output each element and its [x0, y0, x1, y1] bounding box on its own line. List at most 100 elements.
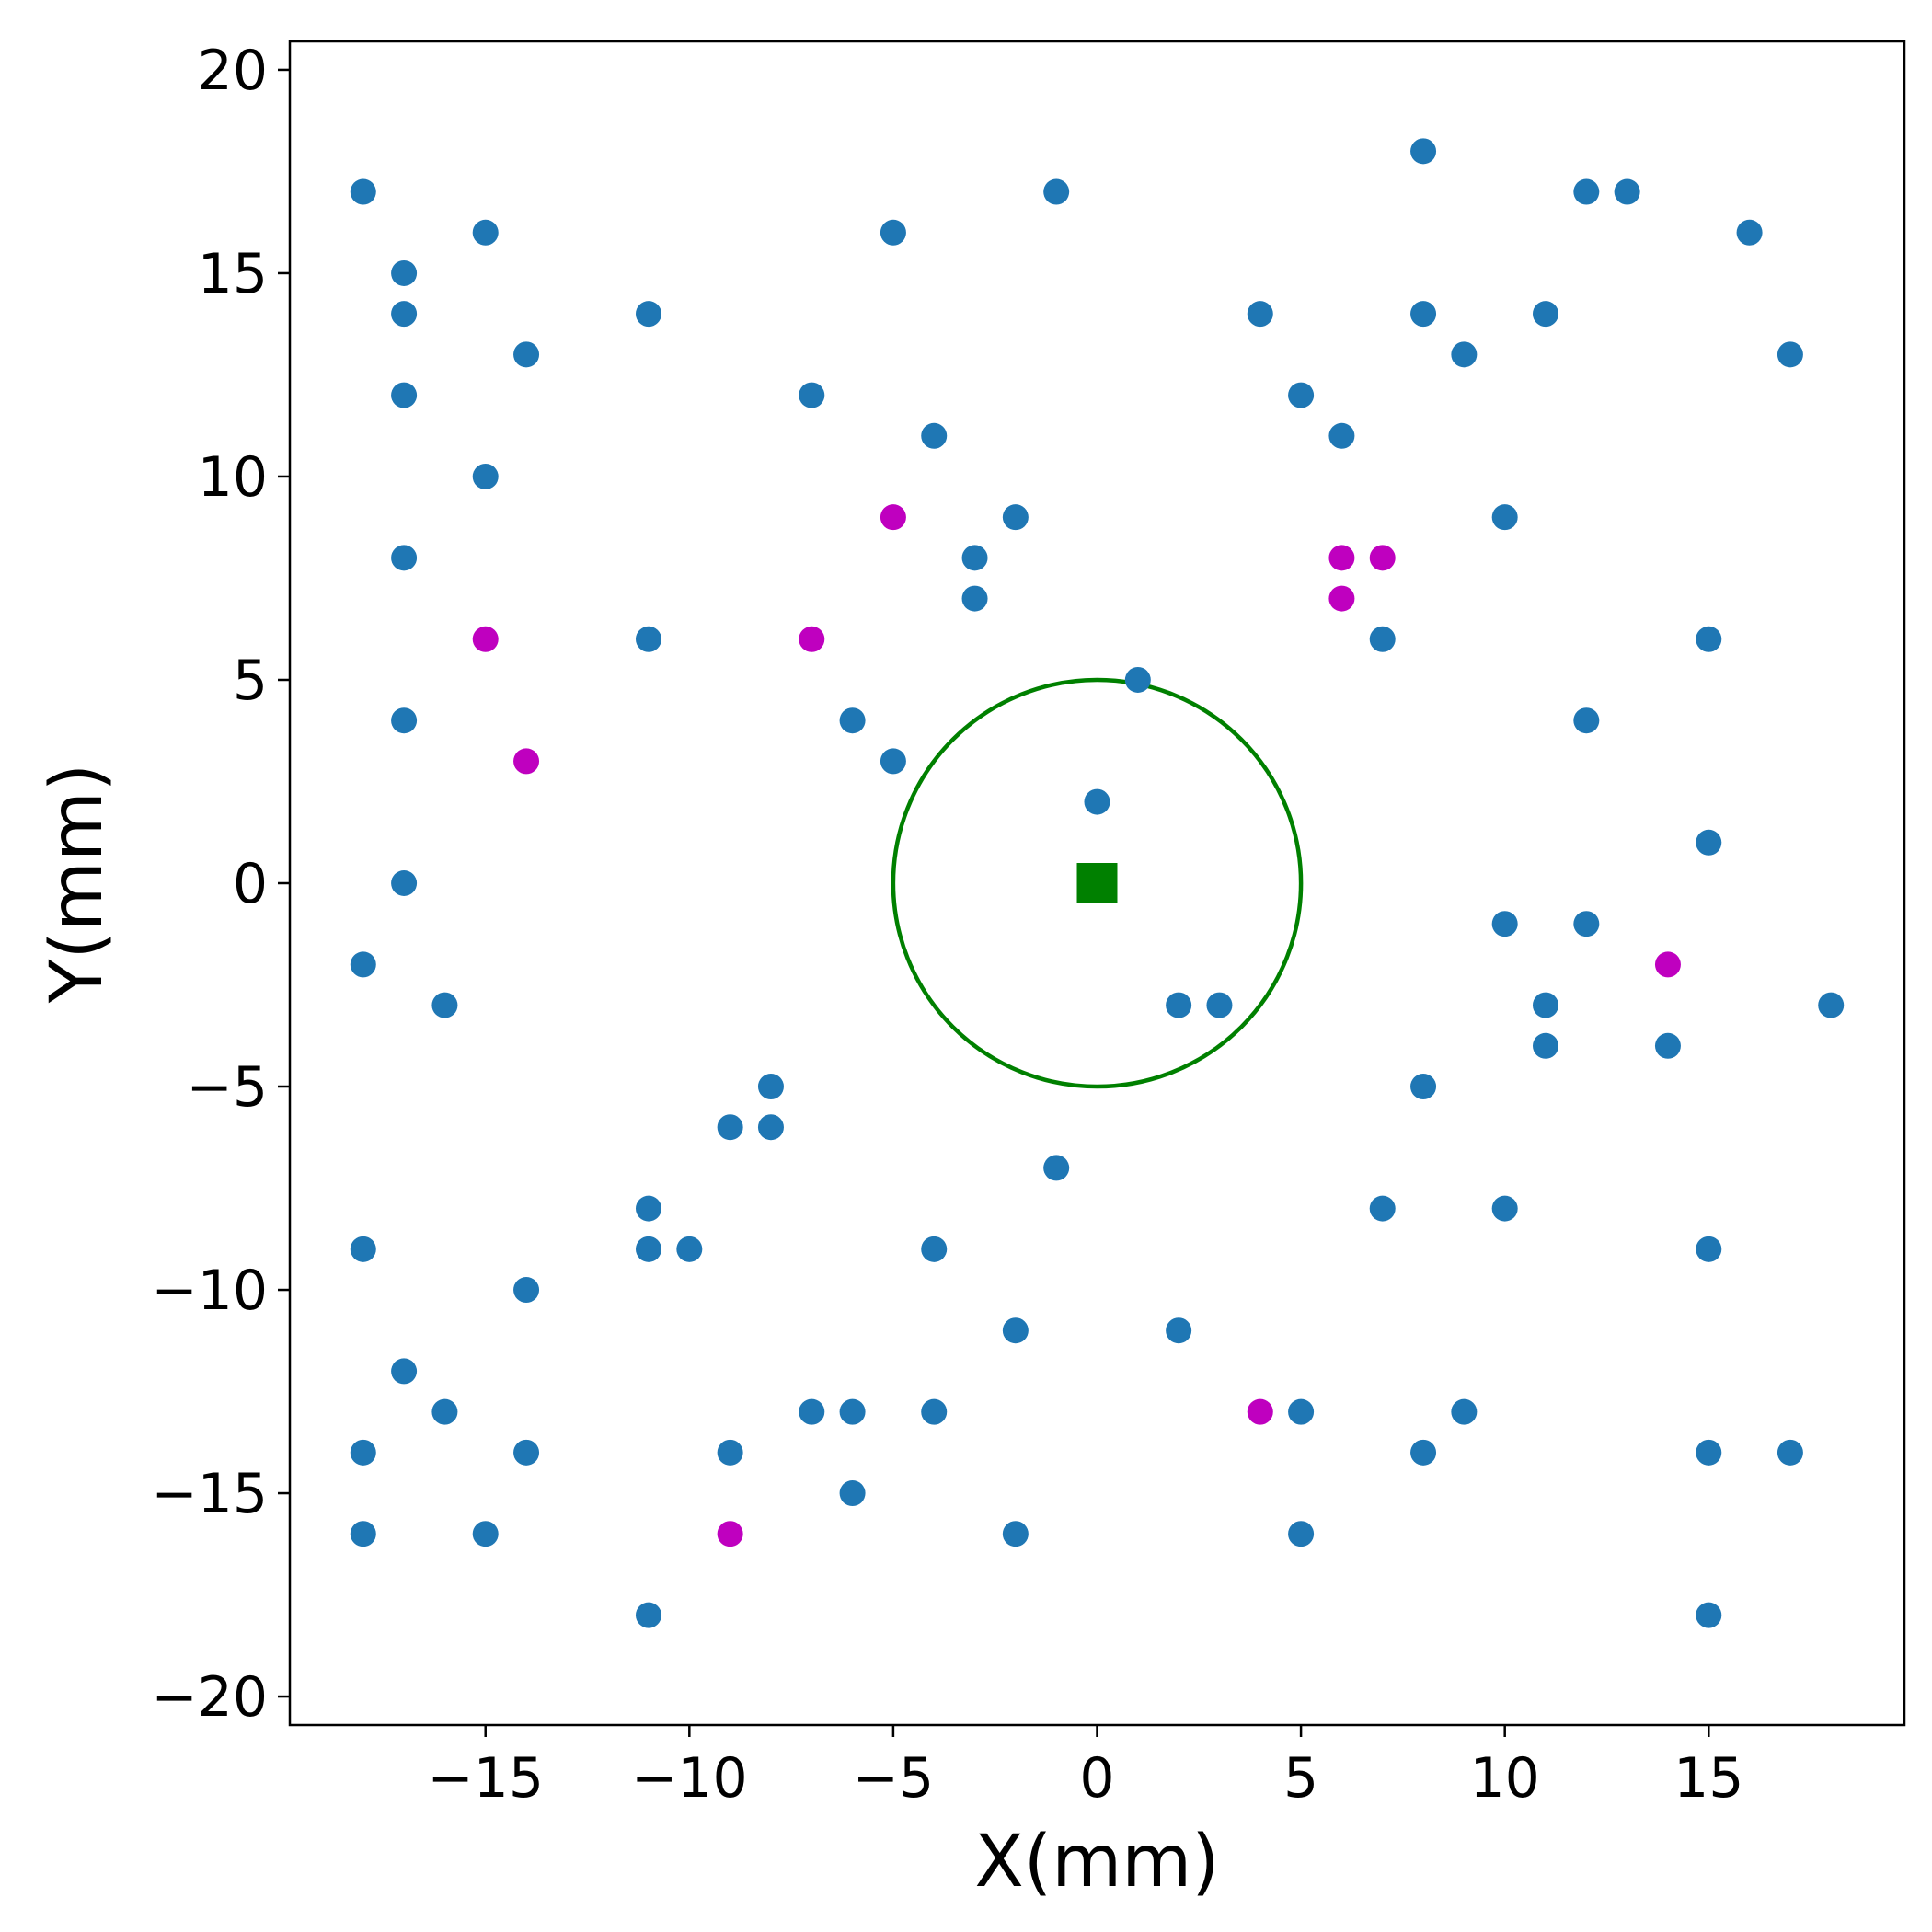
data-point-blue: [799, 382, 825, 408]
range-circle: [891, 677, 1304, 1089]
y-tick-label: −15: [151, 1462, 268, 1526]
data-point-blue: [961, 545, 988, 571]
data-point-magenta: [1247, 1398, 1273, 1425]
data-point-magenta: [1654, 951, 1681, 978]
data-point-blue: [1491, 911, 1518, 937]
data-point-blue: [1533, 1032, 1558, 1059]
data-point-blue: [1410, 138, 1437, 165]
data-point-blue: [1696, 1439, 1722, 1466]
data-point-blue: [1288, 1398, 1315, 1425]
data-point-blue: [1410, 1439, 1437, 1466]
data-point-blue: [1002, 1521, 1029, 1547]
data-point-magenta: [880, 504, 906, 531]
data-point-blue: [757, 1074, 784, 1100]
data-point-magenta: [472, 626, 499, 652]
data-point-blue: [1043, 1155, 1070, 1181]
x-tick-label: −5: [853, 1746, 934, 1811]
data-point-blue: [1002, 1317, 1029, 1344]
data-point-blue: [1328, 422, 1355, 449]
data-point-blue: [961, 585, 988, 612]
data-point-blue: [1573, 178, 1600, 205]
data-point-blue: [1818, 992, 1845, 1018]
y-tick-label: −5: [187, 1055, 268, 1120]
data-point-magenta: [717, 1521, 743, 1547]
data-point-blue: [472, 1521, 499, 1547]
data-point-blue: [391, 1358, 418, 1385]
data-point-blue: [1491, 504, 1518, 531]
data-point-blue: [636, 626, 661, 652]
data-point-blue: [1166, 992, 1192, 1018]
x-tick-label: 10: [1470, 1746, 1540, 1811]
data-point-blue: [350, 1521, 376, 1547]
data-point-blue: [472, 219, 499, 246]
data-point-blue: [921, 422, 948, 449]
x-tick-label: −15: [427, 1746, 544, 1811]
data-point-blue: [1410, 301, 1437, 328]
x-axis-title: X(mm): [974, 1821, 1219, 1903]
y-tick-label: 15: [198, 242, 268, 306]
data-point-magenta: [1328, 545, 1355, 571]
data-point-blue: [1043, 178, 1070, 205]
data-point-blue: [1533, 301, 1558, 328]
data-point-blue: [1247, 301, 1273, 328]
y-tick-label: 10: [198, 445, 268, 510]
y-tick-label: 5: [233, 649, 268, 713]
data-point-blue: [636, 1602, 661, 1628]
data-point-blue: [1491, 1195, 1518, 1222]
data-point-blue: [1654, 1032, 1681, 1059]
data-point-magenta: [1328, 585, 1355, 612]
data-point-magenta: [799, 626, 825, 652]
data-point-blue: [1696, 1602, 1722, 1628]
data-point-blue: [636, 1236, 661, 1262]
data-point-blue: [513, 341, 540, 368]
y-tick-label: 20: [198, 39, 268, 103]
data-point-blue: [350, 178, 376, 205]
data-point-blue: [717, 1114, 743, 1141]
y-axis: −20 −15 −10 −5 0 5 10 15 20: [151, 39, 290, 1730]
y-tick-label: 0: [233, 852, 268, 916]
data-point-blue: [636, 1195, 661, 1222]
data-point-blue: [391, 870, 418, 896]
data-point-blue: [1696, 829, 1722, 856]
data-point-blue: [1084, 788, 1110, 815]
data-point-blue: [1124, 666, 1151, 693]
data-point-blue: [1288, 382, 1315, 408]
data-point-blue: [513, 1439, 540, 1466]
data-point-blue: [1002, 504, 1029, 531]
data-point-blue: [799, 1398, 825, 1425]
data-point-blue: [1533, 992, 1558, 1018]
data-point-blue: [1288, 1521, 1315, 1547]
data-point-blue: [1573, 707, 1600, 734]
data-point-blue: [350, 1439, 376, 1466]
data-point-blue: [921, 1236, 948, 1262]
x-tick-label: 0: [1079, 1746, 1114, 1811]
data-point-blue: [1696, 1236, 1722, 1262]
data-point-blue: [431, 1398, 458, 1425]
data-point-blue: [1369, 1195, 1396, 1222]
data-point-blue: [1736, 219, 1763, 246]
data-point-blue: [350, 1236, 376, 1262]
data-point-blue: [757, 1114, 784, 1141]
x-tick-label: −10: [631, 1746, 748, 1811]
plot-marks: [350, 138, 1845, 1628]
y-tick-label: −10: [151, 1259, 268, 1323]
x-tick-label: 5: [1283, 1746, 1318, 1811]
data-point-blue: [921, 1398, 948, 1425]
data-point-blue: [880, 219, 906, 246]
data-point-blue: [839, 1398, 866, 1425]
x-axis: −15 −10 −5 0 5 10 15: [427, 1725, 1743, 1811]
data-point-blue: [1410, 1074, 1437, 1100]
data-point-blue: [1614, 178, 1640, 205]
data-point-blue: [391, 707, 418, 734]
data-point-blue: [839, 1480, 866, 1507]
data-point-magenta: [513, 748, 540, 775]
data-point-blue: [1573, 911, 1600, 937]
x-tick-label: 15: [1673, 1746, 1743, 1811]
data-point-blue: [1777, 1439, 1803, 1466]
data-point-blue: [1451, 341, 1478, 368]
data-point-blue: [1451, 1398, 1478, 1425]
data-point-blue: [676, 1236, 703, 1262]
data-point-blue: [350, 951, 376, 978]
data-point-blue: [717, 1439, 743, 1466]
